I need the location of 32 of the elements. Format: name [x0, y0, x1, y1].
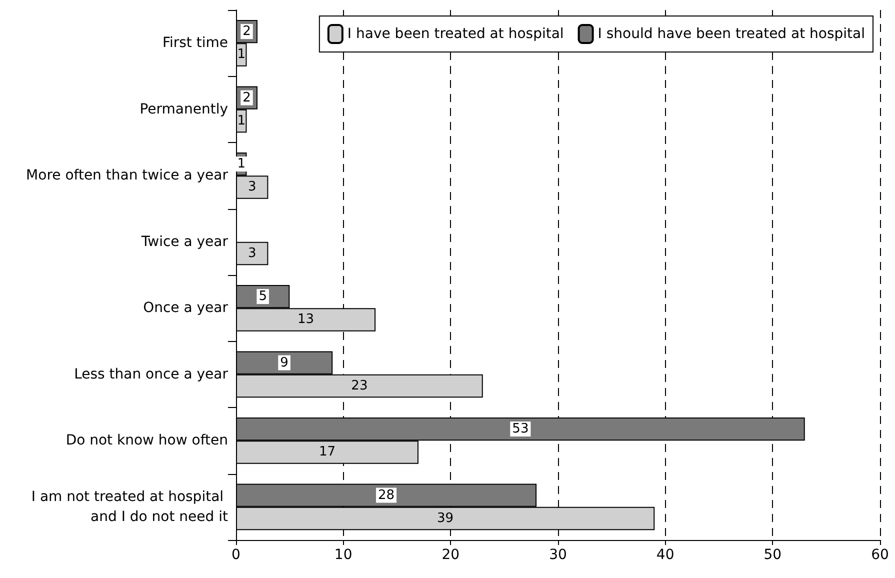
- data-label: 39: [437, 510, 454, 526]
- data-label: 9: [280, 355, 288, 370]
- legend-label: I have been treated at hospital: [347, 26, 564, 42]
- x-tick-label: 20: [442, 547, 460, 563]
- data-label: 3: [248, 246, 256, 261]
- y-tick-label: Twice a year: [140, 234, 228, 250]
- y-tick-label: More often than twice a year: [26, 168, 228, 184]
- y-tick-label: First time: [162, 35, 228, 52]
- y-tick-label: Permanently: [140, 101, 228, 118]
- y-tick-label: Less than once a year: [74, 366, 228, 382]
- x-tick-label: 0: [232, 547, 240, 563]
- data-label: 23: [351, 378, 368, 394]
- data-label: 2: [242, 24, 251, 40]
- data-label: 2: [242, 90, 251, 106]
- x-tick-label: 10: [334, 547, 352, 563]
- x-tick-label: 30: [549, 547, 567, 563]
- x-tick-label: 40: [656, 547, 674, 563]
- data-label: 1: [237, 156, 246, 172]
- y-tick-label: Once a year: [143, 300, 228, 316]
- y-tick-label: I am not treated at hospital and I do not need it: [31, 488, 229, 525]
- legend-label: I should have been treated at hospital: [598, 26, 865, 42]
- data-label: 3: [248, 180, 256, 195]
- data-label: 5: [258, 289, 267, 304]
- data-label: 53: [512, 422, 529, 437]
- x-tick-label: 50: [764, 547, 782, 563]
- data-label: 17: [318, 444, 336, 460]
- data-label: 28: [378, 488, 395, 503]
- data-label: 13: [297, 312, 314, 328]
- x-tick-label: 60: [871, 547, 889, 563]
- y-tick-label: Do not know how often: [66, 432, 228, 449]
- data-label: 1: [237, 113, 246, 128]
- data-label: 1: [237, 47, 246, 62]
